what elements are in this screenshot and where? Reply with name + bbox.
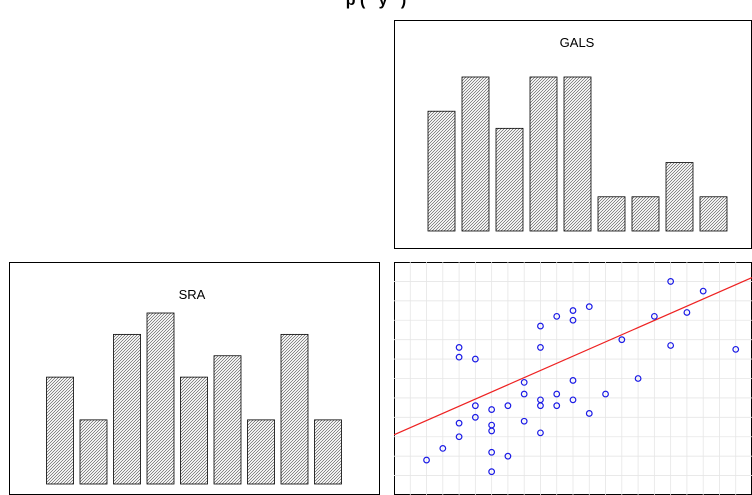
hist-sra-chart: SRA [9,262,380,495]
scatter-point [537,344,544,351]
scatter-grid [394,262,752,495]
scatter-point [683,309,691,316]
scatter-point [569,377,577,384]
hist-bar [699,196,728,232]
hist-bar [213,355,242,485]
scatter-point [618,336,626,344]
scatter-point [504,452,512,460]
hist-bar [46,376,74,485]
scatter-point [553,402,561,410]
hist-bar [495,127,524,232]
scatter-point [455,344,463,351]
scatter-point [650,312,658,320]
scatter-chart [394,262,752,495]
scatter-point [455,419,463,427]
hist-bar [427,110,456,232]
scatter-point [488,468,496,476]
hist-sra-panel: SRA [9,262,380,495]
scatter-point [488,427,496,435]
scatter-point [553,390,561,398]
scatter-point [537,322,544,330]
hist-bar [280,333,309,485]
scatter-point [569,396,577,404]
hist-title: SRA [179,287,206,302]
hist-bar [180,376,208,485]
scatter-point [439,444,447,452]
scatter-point [569,316,577,324]
scatter-point [455,353,463,361]
scatter-point [585,303,593,311]
hist-bar [461,76,490,232]
scatter-point [602,390,609,398]
scatter-point [667,278,675,285]
scatter-point [699,287,707,295]
scatter-point [455,433,463,441]
scatter-point [520,378,528,386]
scatter-point [471,402,479,410]
scatter-point [537,429,544,437]
hist-bar [665,162,694,232]
scatter-point [537,396,544,404]
scatter-point [634,375,642,382]
hist-bar [247,419,275,485]
hist-bar [146,312,175,485]
scatter-point [520,390,528,398]
scatter-point [569,307,577,314]
scatter-point [504,402,512,410]
scatter-point [667,342,675,349]
hist-bar [631,196,660,232]
scatter-point [423,456,430,464]
page-title: p ( y ) [345,0,407,9]
hist-gals-chart: GALS [394,20,752,249]
hist-gals-panel: GALS [394,20,752,249]
scatter-point [553,312,561,320]
scatter-point [488,448,496,456]
scatter-point [471,355,479,363]
hist-bar [563,76,592,232]
scatter-point [732,345,740,353]
scatter-panel [394,262,752,495]
hist-title: GALS [560,35,595,50]
regression-line [394,276,752,436]
scatter-point [585,410,593,417]
scatter-point [471,413,479,421]
hist-bar [314,419,342,485]
scatter-point [488,406,496,413]
hist-bar [529,76,558,232]
hist-bar [113,333,141,485]
scatter-point [520,417,528,425]
hist-bar [79,419,108,485]
hist-bar [597,196,626,232]
